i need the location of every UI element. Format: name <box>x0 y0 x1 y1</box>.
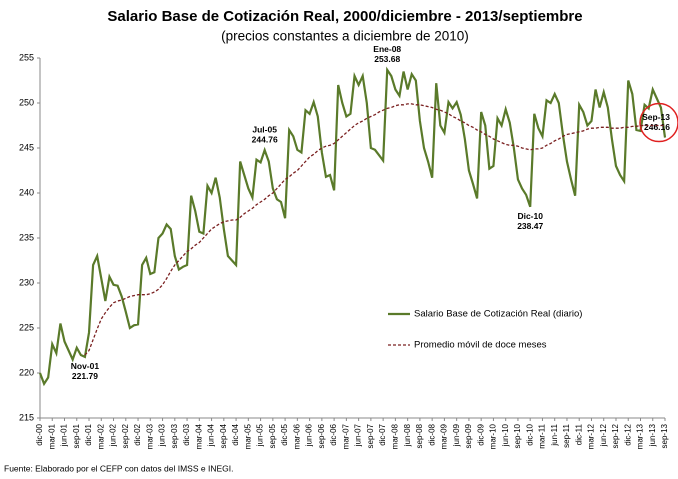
point-label: Dic-10 <box>517 211 543 221</box>
x-tick-label: sep-09 <box>464 423 473 448</box>
y-tick-label: 220 <box>19 367 34 377</box>
x-tick-label: dic-07 <box>378 423 387 445</box>
series-line <box>84 103 665 356</box>
x-tick-label: dic-02 <box>133 423 142 445</box>
x-tick-label: mar-10 <box>489 423 498 449</box>
series-line <box>38 66 667 387</box>
chart-subtitle: (precios constantes a diciembre de 2010) <box>221 29 469 44</box>
x-tick-label: mar-03 <box>145 423 154 449</box>
x-tick-label: sep-07 <box>366 423 375 448</box>
source-note: Fuente: Elaborado por el CEFP con datos … <box>4 463 233 473</box>
x-tick-label: sep-06 <box>317 423 326 448</box>
x-tick-label: jun-01 <box>60 423 69 447</box>
y-tick-label: 215 <box>19 412 34 422</box>
x-tick-label: jun-10 <box>501 423 510 447</box>
value-label: 221.79 <box>72 371 98 381</box>
x-tick-label: sep-10 <box>513 423 522 448</box>
x-tick-label: jun-09 <box>452 423 461 447</box>
value-label: 238.47 <box>517 221 543 231</box>
x-tick-label: sep-11 <box>562 423 571 447</box>
x-tick-label: dic-08 <box>427 423 436 445</box>
x-tick-label: jun-05 <box>256 423 265 447</box>
legend-label: Salario Base de Cotización Real (diario) <box>414 309 582 320</box>
x-tick-label: dic-03 <box>182 423 191 445</box>
x-tick-label: mar-13 <box>636 423 645 449</box>
x-tick-label: dic-10 <box>525 423 534 445</box>
x-tick-label: mar-02 <box>96 423 105 449</box>
value-label: 244.76 <box>252 134 278 144</box>
x-tick-label: mar-05 <box>243 423 252 449</box>
point-label: Jul-05 <box>252 124 277 134</box>
x-tick-label: sep-05 <box>268 423 277 448</box>
x-tick-label: dic-01 <box>84 423 93 445</box>
x-tick-label: dic-06 <box>329 423 338 445</box>
x-tick-label: mar-01 <box>47 423 56 449</box>
y-tick-label: 240 <box>19 187 34 197</box>
x-tick-label: jun-13 <box>648 423 657 447</box>
x-tick-label: sep-08 <box>415 423 424 448</box>
x-tick-label: mar-08 <box>391 423 400 449</box>
x-tick-label: jun-12 <box>599 423 608 447</box>
x-tick-label: jun-03 <box>158 423 167 447</box>
x-tick-label: mar-09 <box>440 423 449 449</box>
y-tick-label: 235 <box>19 232 34 242</box>
chart-title: Salario Base de Cotización Real, 2000/di… <box>107 8 582 25</box>
value-label: 253.68 <box>374 54 400 64</box>
x-tick-label: mar-07 <box>341 423 350 449</box>
legend-label: Promedio móvil de doce meses <box>414 340 547 351</box>
x-tick-label: dic-12 <box>623 423 632 445</box>
x-tick-label: mar-12 <box>587 423 596 449</box>
x-tick-label: sep-13 <box>660 423 669 448</box>
x-tick-label: dic-09 <box>476 423 485 445</box>
y-tick-label: 230 <box>19 277 34 287</box>
x-tick-label: jun-11 <box>550 423 559 446</box>
y-tick-label: 250 <box>19 97 34 107</box>
x-tick-label: mar-04 <box>194 423 203 449</box>
x-tick-label: sep-12 <box>611 423 620 448</box>
x-tick-label: sep-03 <box>170 423 179 448</box>
y-tick-label: 225 <box>19 322 34 332</box>
x-tick-label: mar-11 <box>538 423 547 448</box>
x-tick-label: dic-04 <box>231 423 240 445</box>
x-tick-label: jun-04 <box>207 423 216 447</box>
y-tick-label: 255 <box>19 52 34 62</box>
x-tick-label: dic-00 <box>35 423 44 445</box>
x-tick-label: dic-05 <box>280 423 289 445</box>
value-label: 246.16 <box>644 122 670 132</box>
x-tick-label: jun-07 <box>354 423 363 447</box>
x-tick-label: jun-06 <box>305 423 314 447</box>
highlight-circle <box>639 102 678 143</box>
point-label: Sep-13 <box>642 112 670 122</box>
point-label: Ene-08 <box>373 44 401 54</box>
x-tick-label: jun-02 <box>109 423 118 447</box>
x-tick-label: dic-11 <box>574 423 583 445</box>
x-tick-label: mar-06 <box>292 423 301 449</box>
y-tick-label: 245 <box>19 142 34 152</box>
x-tick-label: jun-08 <box>403 423 412 447</box>
x-tick-label: sep-04 <box>219 423 228 448</box>
x-tick-label: sep-01 <box>72 423 81 448</box>
x-tick-label: sep-02 <box>121 423 130 448</box>
point-label: Nov-01 <box>71 361 100 371</box>
